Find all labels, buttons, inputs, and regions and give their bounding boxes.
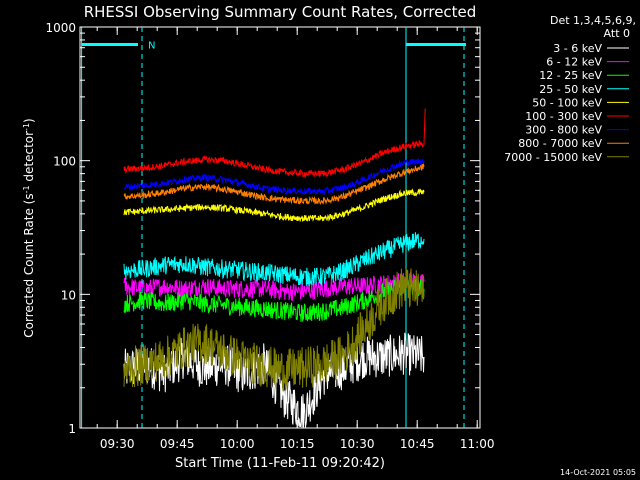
x-axis-ticks: 09:30 09:45 10:00 10:15 10:30 10:45 11:00	[96, 27, 495, 451]
series-line-2	[123, 278, 425, 323]
legend-header-line1: Det 1,3,4,5,6,9,	[550, 14, 636, 27]
plot-border	[79, 26, 481, 429]
legend-entry-label: 800 - 7000 keV	[518, 137, 602, 150]
y-axis-label-sup1: -1	[22, 185, 31, 193]
footer-timestamp: 14-Oct-2021 05:05	[560, 468, 636, 477]
series-line-4	[123, 188, 425, 222]
legend-entry-label: 25 - 50 keV	[539, 83, 602, 96]
series-line-7	[123, 163, 425, 206]
legend-entry-label: 50 - 100 keV	[532, 96, 602, 109]
plot-frame	[79, 26, 481, 429]
series-line-8	[123, 268, 425, 392]
x-tick-label: 09:45	[160, 437, 195, 451]
y-axis-label-sup2: -1	[22, 123, 31, 131]
x-tick-label: 09:30	[100, 437, 135, 451]
legend-entry-label: 7000 - 15000 keV	[504, 151, 602, 164]
x-tick-label: 10:15	[280, 437, 315, 451]
y-tick-label: 1000	[45, 21, 76, 35]
y-axis-label-main: Corrected Count Rate (s	[22, 193, 36, 337]
y-axis-label: Corrected Count Rate (s-1 detector-1)	[22, 118, 37, 337]
y-tick-label: 100	[53, 155, 76, 169]
y-axis-ticks: 1 10 100 1000	[45, 21, 480, 436]
x-tick-label: 10:00	[220, 437, 255, 451]
legend-header-line2: Att 0	[604, 27, 630, 40]
y-tick-label: 10	[61, 288, 76, 302]
legend-entry-label: 6 - 12 keV	[546, 56, 602, 69]
series-group	[123, 108, 426, 428]
legend-entry-label: 100 - 300 keV	[525, 110, 602, 123]
legend-entry-label: 300 - 800 keV	[525, 124, 602, 137]
y-axis-label-end: )	[22, 118, 36, 123]
x-tick-label: 10:45	[400, 437, 435, 451]
y-tick-label: 1	[68, 422, 76, 436]
series-line-6	[123, 158, 425, 196]
series-line-5	[123, 108, 426, 179]
x-axis-label: Start Time (11-Feb-11 09:20:42)	[175, 456, 385, 471]
x-tick-label: 11:00	[460, 437, 495, 451]
series-line-3	[123, 232, 425, 287]
series-line-1	[123, 271, 425, 301]
marker-label-n: N	[148, 40, 155, 51]
y-axis-label-mid: detector	[22, 131, 36, 186]
legend-entry-label: 3 - 6 keV	[553, 42, 602, 55]
legend-entry-label: 12 - 25 keV	[539, 69, 602, 82]
x-tick-label: 10:30	[340, 437, 375, 451]
chart-title: RHESSI Observing Summary Count Rates, Co…	[84, 3, 477, 21]
